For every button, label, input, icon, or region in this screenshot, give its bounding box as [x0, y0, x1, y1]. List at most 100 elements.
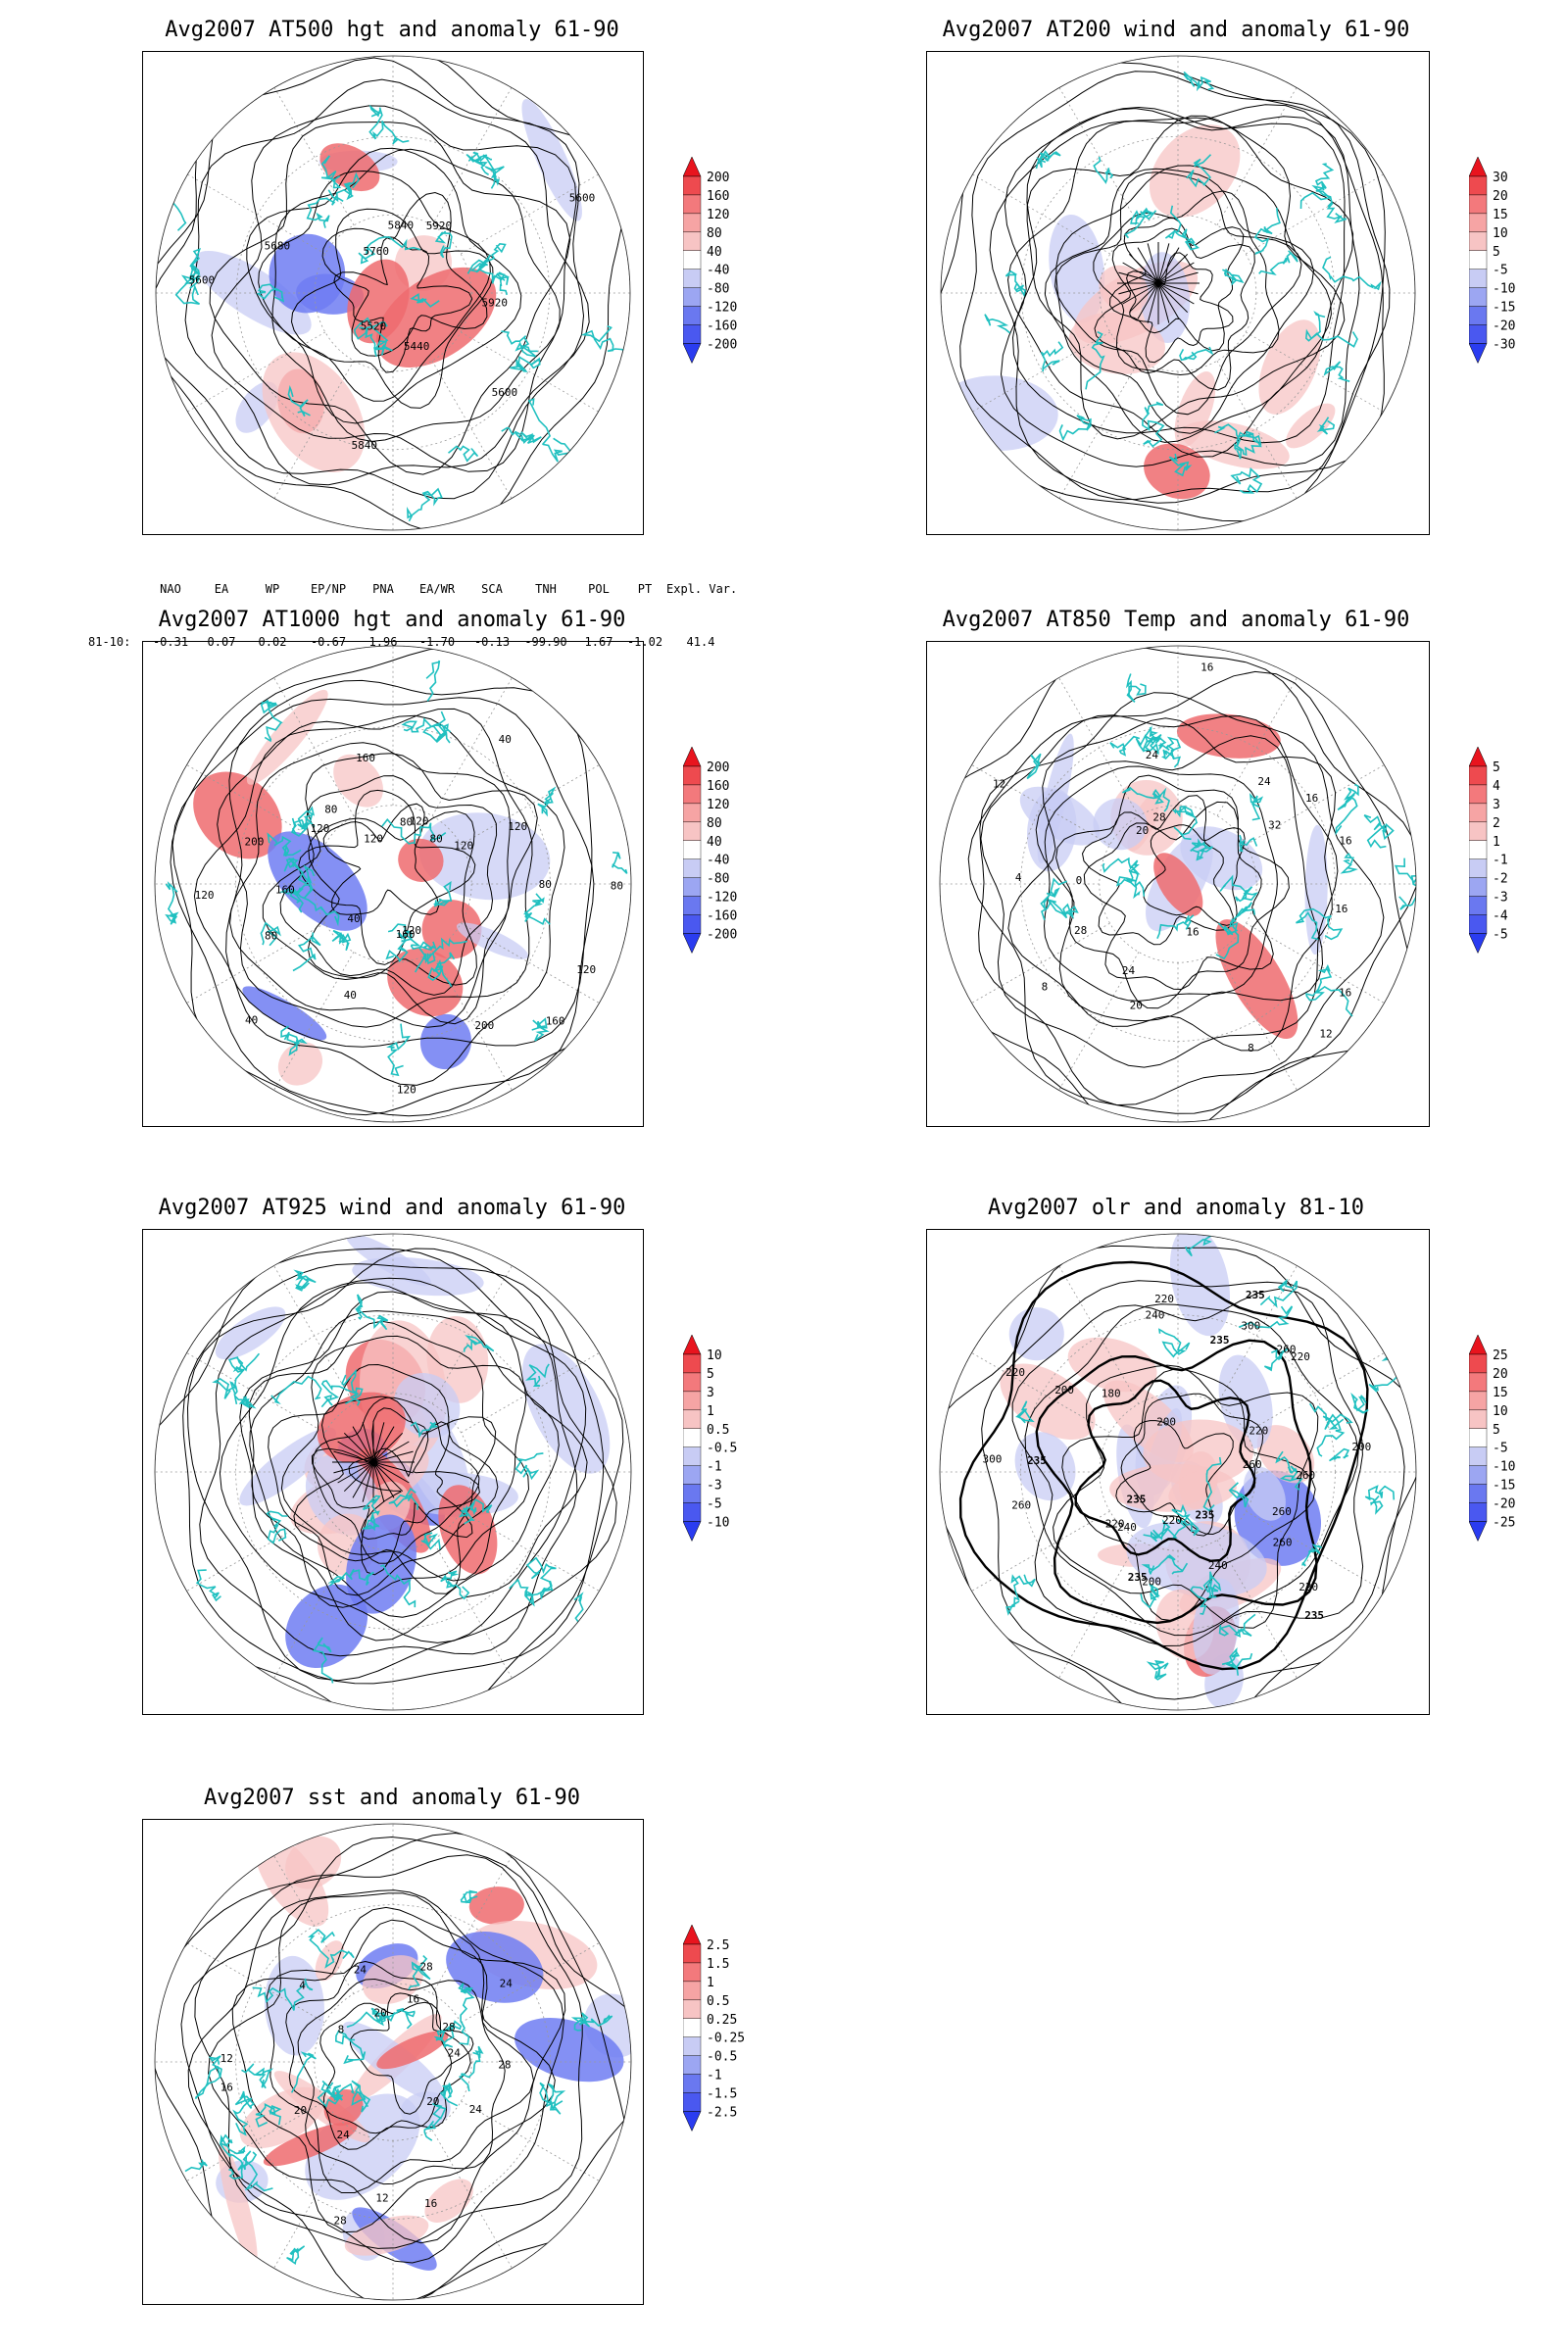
anomaly-shading-blob — [262, 352, 366, 472]
coastline — [227, 1352, 261, 1373]
map-boundary — [154, 1823, 632, 2301]
coastline — [260, 699, 283, 743]
colorbar-segment — [1468, 821, 1488, 841]
colorbar-top-arrow — [682, 1334, 702, 1355]
colorbar-label: 120 — [707, 208, 729, 222]
colorbar-svg: 2.5 1.5 1 0.5 0.25 -0.25 -0.5 -1 -1.5 -2.5 — [682, 1924, 745, 2132]
meridian-line — [1216, 677, 1298, 816]
colorbar-label: 4 — [1493, 779, 1500, 794]
coastline — [1217, 918, 1239, 936]
coastline — [447, 445, 479, 463]
contour-label: 235 — [1196, 1509, 1215, 1522]
map-boundary — [940, 55, 1416, 531]
contour-label: 200 — [474, 1019, 494, 1032]
colorbar-svg: 200 160 120 80 40 -40 -80 -120 -160 -200 — [682, 156, 737, 365]
contour-line — [1043, 765, 1278, 1002]
colorbar-segment — [1468, 306, 1488, 325]
meridian-line — [972, 331, 1111, 413]
contour-label: 200 — [1351, 1441, 1371, 1453]
streamline-spoke — [1157, 282, 1170, 323]
contour-label: 8 — [1248, 1042, 1254, 1054]
colorbar-segment — [682, 877, 702, 897]
contour-label: 220 — [1105, 1517, 1125, 1530]
colorbar-label: -30 — [1493, 338, 1515, 353]
colorbar-label: 30 — [1493, 171, 1508, 185]
colorbar-label: -1 — [707, 2069, 722, 2083]
anomaly-shading-blob — [1304, 824, 1328, 956]
coastline — [420, 1532, 441, 1550]
colorbar-label: 1 — [1493, 835, 1500, 850]
coastline — [1233, 433, 1262, 460]
anomaly-shading-blob — [1169, 1234, 1231, 1337]
coastline — [427, 952, 456, 987]
meridian-line — [461, 922, 600, 1004]
contour-label: 4 — [1015, 871, 1022, 884]
meridian-line — [1058, 952, 1140, 1091]
coastline — [359, 326, 393, 358]
coastline — [212, 1366, 245, 1399]
contour-line — [1083, 801, 1274, 991]
coastline — [370, 2007, 396, 2027]
coastline — [496, 271, 510, 296]
colorbar-label: 120 — [707, 798, 729, 812]
streamline-spoke — [343, 1461, 374, 1493]
anomaly-shading-blob — [1008, 1307, 1064, 1361]
contour-line — [186, 1248, 617, 1682]
coastline — [283, 858, 313, 885]
meridian-line — [431, 1540, 513, 1679]
coastline — [1316, 1413, 1346, 1457]
colorbar-label: 10 — [1493, 226, 1508, 241]
coastline — [1161, 736, 1182, 768]
contour-line — [322, 803, 440, 915]
coastline — [465, 1498, 493, 1517]
colorbar-label: -3 — [1493, 891, 1508, 906]
contour-line — [231, 1906, 556, 2233]
coastline — [188, 248, 202, 290]
coastline — [1368, 1341, 1410, 1393]
colorbar-label: -80 — [707, 282, 729, 297]
contour-line — [239, 1291, 588, 1642]
meridian-line — [1058, 87, 1140, 226]
map-at500: 5920 5600 5440 5840 5520 5600 5680 5760 5840 5920… — [142, 51, 644, 535]
contour-label: 80 — [324, 803, 337, 815]
streamline-spoke — [372, 1422, 385, 1463]
coastline — [501, 330, 538, 358]
colorbar-label: 10 — [1493, 1404, 1508, 1419]
colorbar-label: 2.5 — [707, 1938, 729, 1953]
meridian-line — [1246, 764, 1385, 846]
colorbar-segment — [1468, 250, 1488, 270]
polar-map-sst: 28 24 20 16 12 28 24 20 16 12 8 4 24 20 16 28 24 28 24 — [154, 1823, 632, 2301]
contour-line — [211, 105, 577, 472]
colorbar-label: -5 — [1493, 928, 1508, 943]
coastline — [525, 1556, 557, 1600]
colorbar-label: -1 — [707, 1460, 722, 1475]
colorbar-label: 20 — [1493, 1367, 1508, 1382]
contour-line — [1120, 1393, 1264, 1536]
polar-map-olr: 2602602202602352352402202002352402202352… — [939, 1233, 1417, 1711]
streamline-spoke — [372, 1432, 404, 1463]
colorbar-label: 0.5 — [707, 1994, 729, 2009]
colorbar-segment — [1468, 1446, 1488, 1466]
contour-line — [209, 122, 571, 475]
coastline — [358, 235, 421, 265]
colorbar-label: -2.5 — [707, 2106, 737, 2121]
coastline — [381, 817, 447, 845]
colorbar-label: 200 — [707, 171, 729, 185]
index-value: 0.02 — [258, 635, 287, 649]
contour-label: 20 — [374, 2007, 387, 2020]
coastline — [327, 172, 360, 203]
colorbar-segment — [682, 840, 702, 859]
contour-label: 24 — [337, 2129, 351, 2141]
colorbar-label: -3 — [707, 1479, 722, 1494]
coastline — [1316, 416, 1336, 435]
anomaly-shading-blob — [421, 900, 482, 959]
coastline — [331, 929, 352, 952]
coastline — [286, 2245, 306, 2265]
contour-line — [1115, 1420, 1234, 1537]
colorbar-bottom-arrow — [682, 2111, 702, 2132]
contour-label: 5600 — [492, 386, 517, 399]
colorbar-label: 80 — [707, 226, 722, 241]
coastline — [194, 2055, 222, 2100]
colorbar-segment — [682, 1484, 702, 1503]
contour-line — [1094, 227, 1255, 391]
